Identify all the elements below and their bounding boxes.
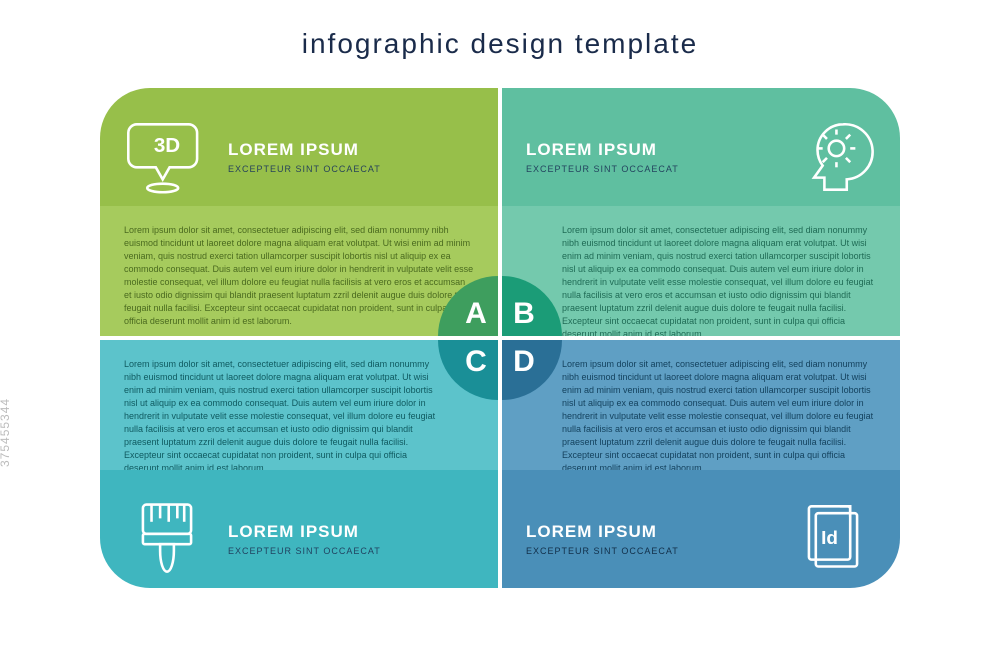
card-b-body: Lorem ipsum dolor sit amet, consectetuer… bbox=[502, 206, 900, 336]
card-b-sub: EXCEPTEUR SINT OCCAECAT bbox=[526, 164, 772, 174]
svg-text:3D: 3D bbox=[154, 134, 180, 157]
card-d-heading: LOREM IPSUM bbox=[526, 522, 772, 542]
paint-brush-icon bbox=[124, 496, 210, 582]
card-d-headings: LOREM IPSUM EXCEPTEUR SINT OCCAECAT bbox=[526, 522, 772, 556]
3d-speech-icon: 3D bbox=[124, 114, 210, 200]
card-a-body: Lorem ipsum dolor sit amet, consectetuer… bbox=[100, 206, 498, 336]
infographic-grid: 3D LOREM IPSUM EXCEPTEUR SINT OCCAECAT L… bbox=[100, 88, 900, 588]
id-doc-icon: Id bbox=[790, 496, 876, 582]
card-c: Lorem ipsum dolor sit amet, consectetuer… bbox=[100, 340, 498, 588]
card-a-sub: EXCEPTEUR SINT OCCAECAT bbox=[228, 164, 474, 174]
card-b: LOREM IPSUM EXCEPTEUR SINT OCCAECAT Lore… bbox=[502, 88, 900, 336]
card-c-body: Lorem ipsum dolor sit amet, consectetuer… bbox=[100, 340, 498, 470]
card-b-band: LOREM IPSUM EXCEPTEUR SINT OCCAECAT bbox=[502, 88, 900, 206]
card-b-headings: LOREM IPSUM EXCEPTEUR SINT OCCAECAT bbox=[526, 140, 772, 174]
card-d-sub: EXCEPTEUR SINT OCCAECAT bbox=[526, 546, 772, 556]
card-a-headings: LOREM IPSUM EXCEPTEUR SINT OCCAECAT bbox=[228, 140, 474, 174]
card-a-heading: LOREM IPSUM bbox=[228, 140, 474, 160]
card-a-band: 3D LOREM IPSUM EXCEPTEUR SINT OCCAECAT bbox=[100, 88, 498, 206]
card-c-sub: EXCEPTEUR SINT OCCAECAT bbox=[228, 546, 474, 556]
page-title: infographic design template bbox=[0, 28, 1000, 60]
card-d-body: Lorem ipsum dolor sit amet, consectetuer… bbox=[502, 340, 900, 470]
card-d-band: Id LOREM IPSUM EXCEPTEUR SINT OCCAECAT bbox=[502, 470, 900, 588]
card-a: 3D LOREM IPSUM EXCEPTEUR SINT OCCAECAT L… bbox=[100, 88, 498, 336]
card-c-headings: LOREM IPSUM EXCEPTEUR SINT OCCAECAT bbox=[228, 522, 474, 556]
head-gear-icon bbox=[790, 114, 876, 200]
card-c-heading: LOREM IPSUM bbox=[228, 522, 474, 542]
svg-text:Id: Id bbox=[821, 528, 838, 549]
card-d: Lorem ipsum dolor sit amet, consectetuer… bbox=[502, 340, 900, 588]
watermark: 375455344 bbox=[0, 398, 12, 467]
card-b-heading: LOREM IPSUM bbox=[526, 140, 772, 160]
card-c-band: LOREM IPSUM EXCEPTEUR SINT OCCAECAT bbox=[100, 470, 498, 588]
